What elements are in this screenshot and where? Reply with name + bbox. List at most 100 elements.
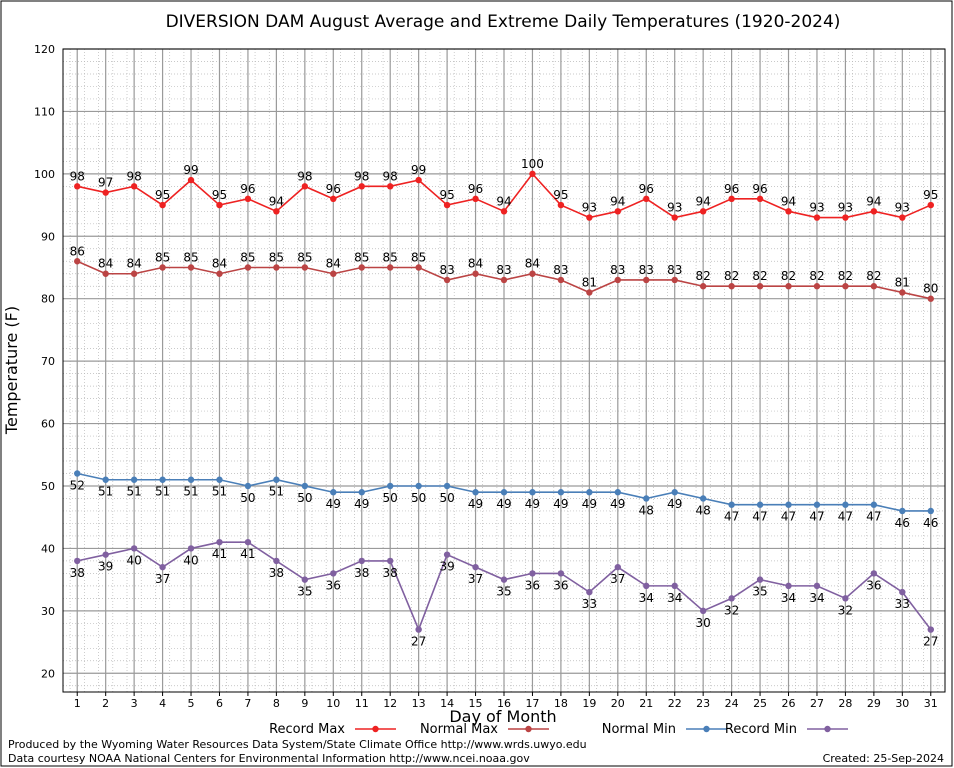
record-max-series: 98 97 98 95 99 95 96 94 98 96 98 98 99 95 96 94 100 95 93 9… bbox=[70, 157, 938, 221]
normal-max-data-label: 82 bbox=[696, 269, 711, 283]
record-max-point bbox=[301, 183, 309, 190]
y-axis-ticks: 20 30 40 50 60 70 80 90 100 110 120 bbox=[34, 43, 55, 680]
record-min-point bbox=[74, 557, 81, 565]
record-max-data-label: 94 bbox=[610, 194, 625, 208]
normal-min-point bbox=[301, 482, 309, 490]
grid bbox=[63, 48, 945, 692]
x-tick-label: 30 bbox=[895, 697, 909, 710]
x-tick-label: 4 bbox=[159, 697, 166, 710]
record-max-data-label: 96 bbox=[240, 182, 255, 196]
record-min-data-label: 40 bbox=[183, 553, 198, 567]
normal-min-point bbox=[330, 489, 337, 496]
normal-max-point bbox=[870, 283, 878, 290]
record-min-point bbox=[529, 570, 536, 577]
legend-label-normal-min: Normal Min bbox=[602, 722, 676, 737]
record-min-series: 38 39 40 37 40 41 41 38 35 36 38 38 27 39 37 35 36 36 33 37… bbox=[70, 538, 938, 649]
normal-max-point bbox=[443, 276, 451, 284]
record-min-point bbox=[756, 576, 764, 583]
x-tick-label: 1 bbox=[74, 697, 81, 710]
x-tick-label: 10 bbox=[326, 697, 340, 710]
record-max-data-label: 94 bbox=[696, 194, 711, 208]
x-tick-label: 3 bbox=[131, 697, 138, 710]
normal-min-data-label: 49 bbox=[667, 497, 682, 511]
record-min-data-label: 38 bbox=[383, 566, 398, 580]
record-min-point bbox=[586, 588, 593, 596]
normal-max-data-label: 82 bbox=[809, 269, 824, 283]
record-max-point bbox=[643, 195, 650, 203]
record-min-data-label: 34 bbox=[781, 591, 796, 605]
record-min-point bbox=[102, 551, 109, 558]
normal-min-point bbox=[102, 476, 109, 483]
y-tick-label: 50 bbox=[41, 480, 55, 493]
record-min-data-label: 39 bbox=[98, 560, 113, 574]
record-min-data-label: 37 bbox=[610, 572, 625, 586]
normal-max-data-label: 83 bbox=[439, 263, 454, 277]
normal-max-data-label: 82 bbox=[866, 269, 881, 283]
normal-max-point bbox=[785, 283, 792, 290]
record-max-point bbox=[899, 214, 906, 221]
normal-min-data-label: 50 bbox=[411, 491, 426, 505]
record-min-data-label: 37 bbox=[155, 572, 170, 586]
x-tick-label: 14 bbox=[440, 697, 454, 710]
normal-max-point bbox=[586, 289, 593, 296]
normal-max-point bbox=[728, 283, 735, 290]
record-max-data-label: 93 bbox=[582, 201, 597, 215]
normal-min-point bbox=[927, 507, 934, 515]
normal-min-point bbox=[728, 501, 735, 508]
x-tick-label: 13 bbox=[412, 697, 426, 710]
y-tick-label: 70 bbox=[41, 355, 55, 368]
normal-min-data-label: 48 bbox=[639, 503, 654, 517]
record-min-data-label: 41 bbox=[212, 547, 227, 561]
x-tick-label: 2 bbox=[102, 697, 109, 710]
record-max-data-label: 98 bbox=[70, 169, 85, 183]
normal-max-data-label: 85 bbox=[240, 250, 255, 264]
normal-min-point bbox=[273, 476, 280, 483]
normal-min-data-label: 49 bbox=[354, 497, 369, 511]
normal-min-point bbox=[614, 489, 622, 496]
record-max-data-label: 96 bbox=[752, 182, 767, 196]
legend-marker-normal-max bbox=[525, 725, 532, 733]
x-tick-label: 9 bbox=[301, 697, 308, 710]
normal-min-point bbox=[586, 489, 593, 496]
record-max-point bbox=[756, 195, 764, 203]
record-min-point bbox=[472, 563, 479, 571]
record-min-data-label: 34 bbox=[667, 591, 682, 605]
record-max-data-label: 98 bbox=[297, 169, 312, 183]
normal-min-point bbox=[358, 489, 365, 496]
series-lines: 98 97 98 95 99 95 96 94 98 96 98 98 99 95 96 94 100 95 93 9… bbox=[70, 157, 939, 649]
record-min-point bbox=[358, 557, 365, 565]
record-min-data-label: 32 bbox=[724, 603, 739, 617]
record-max-data-label: 94 bbox=[269, 194, 284, 208]
normal-min-data-label: 51 bbox=[155, 485, 170, 499]
record-max-point bbox=[586, 214, 593, 221]
record-max-point bbox=[159, 201, 166, 209]
normal-max-point bbox=[643, 276, 650, 284]
record-max-point bbox=[870, 208, 878, 215]
normal-min-data-label: 51 bbox=[126, 485, 141, 499]
record-min-point bbox=[728, 595, 735, 602]
record-max-point bbox=[557, 201, 565, 209]
normal-min-point bbox=[842, 501, 849, 508]
record-min-data-label: 38 bbox=[354, 566, 369, 580]
record-max-data-label: 99 bbox=[411, 163, 426, 177]
x-tick-label: 19 bbox=[582, 697, 596, 710]
normal-max-data-label: 85 bbox=[269, 250, 284, 264]
normal-max-data-label: 86 bbox=[70, 244, 85, 258]
normal-min-data-label: 50 bbox=[383, 491, 398, 505]
record-min-point bbox=[159, 563, 166, 571]
x-tick-label: 17 bbox=[525, 697, 539, 710]
normal-min-point bbox=[472, 489, 479, 496]
y-tick-label: 100 bbox=[34, 168, 55, 181]
normal-min-data-label: 51 bbox=[98, 485, 113, 499]
x-tick-label: 8 bbox=[273, 697, 280, 710]
normal-max-data-label: 85 bbox=[155, 250, 170, 264]
normal-min-point bbox=[529, 489, 536, 496]
normal-min-data-label: 52 bbox=[70, 479, 85, 493]
record-min-data-label: 30 bbox=[696, 616, 711, 630]
record-max-point bbox=[102, 189, 109, 196]
record-min-data-label: 36 bbox=[866, 578, 881, 592]
normal-max-point bbox=[74, 258, 81, 265]
x-tick-label: 12 bbox=[383, 697, 397, 710]
normal-min-point bbox=[386, 482, 394, 490]
record-min-point bbox=[415, 626, 422, 633]
